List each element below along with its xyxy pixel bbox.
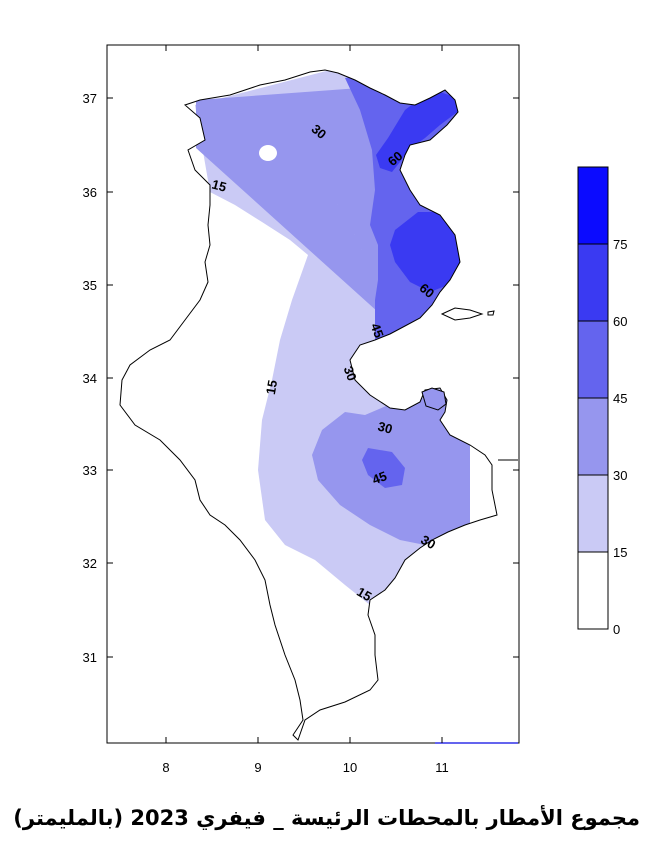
y-tick-label: 36 <box>83 185 97 200</box>
legend-label: 0 <box>613 622 620 637</box>
contour-label: 45 <box>370 468 389 487</box>
contour-label: 15 <box>354 584 374 604</box>
x-tick-label: 10 <box>343 760 357 775</box>
axis-ticks <box>107 45 519 743</box>
contour-label: 30 <box>418 532 438 552</box>
x-tick-label: 8 <box>162 760 169 775</box>
y-tick-label: 33 <box>83 463 97 478</box>
y-tick-label: 32 <box>83 556 97 571</box>
legend-swatch-0 <box>577 551 609 630</box>
legend: 75 60 45 30 15 0 <box>577 166 627 637</box>
class-60-75-east <box>390 212 462 292</box>
contour-label: 45 <box>368 321 387 340</box>
legend-swatch-30 <box>577 397 609 476</box>
x-tick-label: 11 <box>435 760 449 775</box>
y-tick-label: 35 <box>83 278 97 293</box>
y-tick-label: 31 <box>83 650 97 665</box>
dry-spot <box>259 145 277 161</box>
y-tick-label: 37 <box>83 91 97 106</box>
map-caption: مجموع الأمطار بالمحطات الرئيسة _ فيفري 2… <box>13 806 640 830</box>
class-45-60-south <box>362 448 405 488</box>
kerkennah-island <box>440 307 484 321</box>
legend-label: 75 <box>613 237 627 252</box>
y-tick-label: 34 <box>83 371 97 386</box>
legend-label: 60 <box>613 314 627 329</box>
legend-label: 30 <box>613 468 627 483</box>
contour-label: 15 <box>263 379 280 396</box>
legend-label: 15 <box>613 545 627 560</box>
legend-swatch-45 <box>577 320 609 399</box>
legend-swatch-60 <box>577 243 609 322</box>
contour-label: 30 <box>341 364 360 383</box>
x-tick-label: 9 <box>254 760 261 775</box>
legend-label: 45 <box>613 391 627 406</box>
djerba-island <box>421 387 447 411</box>
contour-label: 30 <box>376 419 394 437</box>
legend-swatch-75 <box>577 166 609 245</box>
class-60-75 <box>376 92 460 172</box>
contour-label: 15 <box>210 177 228 195</box>
legend-swatch-15 <box>577 474 609 553</box>
country-outline <box>119 69 498 741</box>
kerkennah-islet <box>487 310 495 316</box>
rainfall-map: 37 36 35 34 33 32 31 8 9 10 11 30 60 15 … <box>83 44 627 775</box>
